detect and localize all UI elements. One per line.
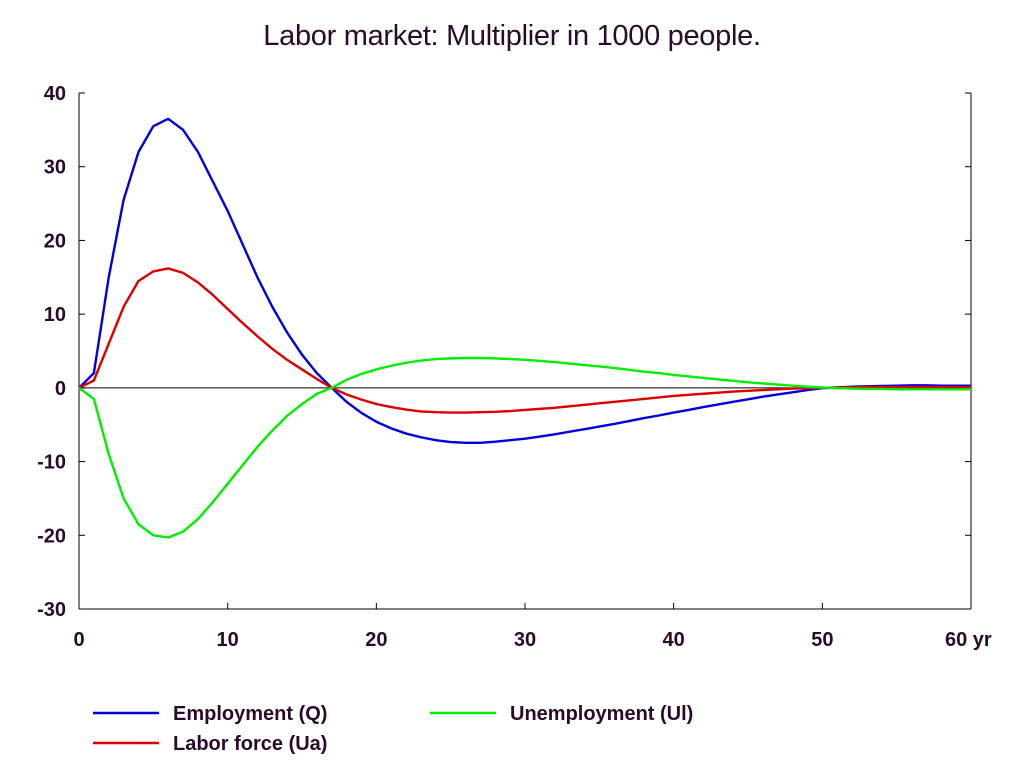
- y-axis: 40 30 20 10 0 -10 -20 -30: [37, 83, 971, 621]
- series-line-labor-force-ua: [78, 267, 971, 414]
- series-line-employment-q: [78, 117, 971, 444]
- x-tick-label: 60 yr: [945, 629, 992, 651]
- series-lines: [78, 117, 971, 539]
- legend: Employment (Q) Labor force (Ua) Unemployme…: [93, 703, 693, 755]
- legend-item: Unemployment (Ul): [430, 703, 693, 725]
- y-tick-label: -10: [37, 452, 66, 474]
- y-tick-label: 0: [55, 378, 66, 400]
- x-tick-label: 50: [811, 629, 833, 651]
- y-tick-label: -30: [37, 599, 66, 621]
- x-axis: 0 10 20 30 40 50 60 yr: [73, 603, 992, 651]
- y-tick-label: 10: [44, 304, 66, 326]
- legend-item: Employment (Q): [93, 703, 327, 725]
- y-tick-label: -20: [37, 525, 66, 547]
- plot-frame: [78, 93, 972, 610]
- series-line-unemployment-ul: [78, 356, 971, 539]
- x-tick-label: 40: [663, 629, 685, 651]
- x-tick-label: 30: [514, 629, 536, 651]
- y-tick-label: 20: [44, 230, 66, 252]
- x-tick-label: 20: [365, 629, 387, 651]
- legend-label: Labor force (Ua): [173, 733, 327, 755]
- y-tick-label: 30: [44, 157, 66, 179]
- legend-label: Employment (Q): [173, 703, 327, 725]
- chart-title: Labor market: Multiplier in 1000 people.: [263, 20, 761, 52]
- y-tick-label: 40: [44, 83, 66, 105]
- legend-item: Labor force (Ua): [93, 733, 327, 755]
- legend-label: Unemployment (Ul): [510, 703, 693, 725]
- x-tick-label: 10: [217, 629, 239, 651]
- x-tick-label: 0: [73, 629, 84, 651]
